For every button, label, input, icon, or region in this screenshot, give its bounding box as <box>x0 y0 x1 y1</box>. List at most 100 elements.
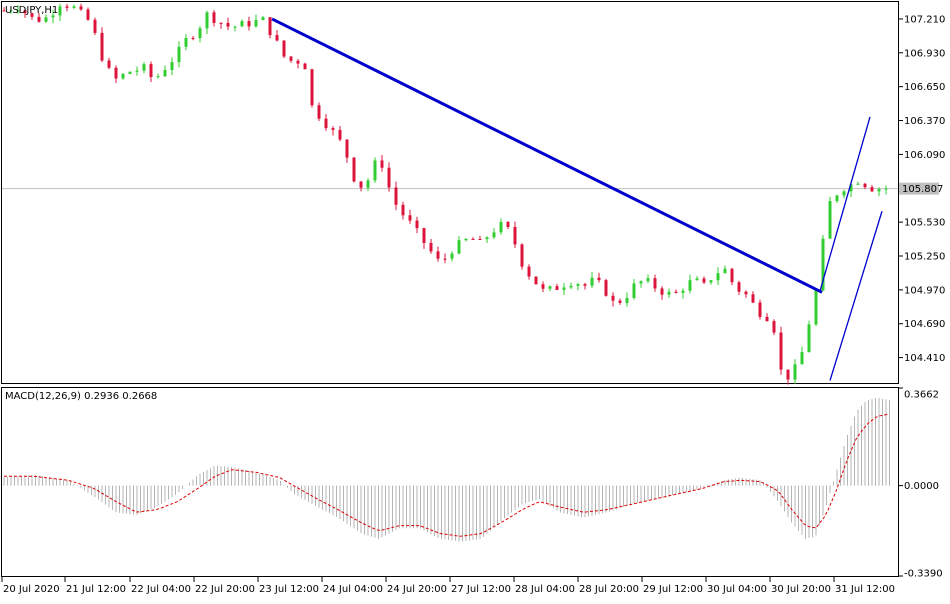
candle-body <box>828 201 832 239</box>
time-tick-label: 29 Jul 12:00 <box>643 584 703 595</box>
candle-body <box>443 258 447 260</box>
candle-body <box>436 251 440 259</box>
price-tick-label: 104.690 <box>904 319 945 330</box>
time-tick-label: 31 Jul 12:00 <box>835 584 895 595</box>
price-tick-label: 105.530 <box>904 218 945 229</box>
candle-body <box>877 189 881 192</box>
candle-body <box>695 278 699 281</box>
symbol-label: USDJPY,H1 <box>5 5 58 16</box>
candle-body <box>478 239 482 241</box>
candle-body <box>156 76 160 78</box>
price-tick-label: 105.250 <box>904 252 945 263</box>
candle-body <box>254 20 258 27</box>
candle-body <box>576 284 580 286</box>
time-tick-label: 27 Jul 12:00 <box>451 584 511 595</box>
current-price-box <box>899 182 939 195</box>
candle-body <box>296 60 300 64</box>
candle-body <box>93 19 97 33</box>
macd-pane[interactable] <box>1 387 899 577</box>
time-tick-label: 22 Jul 20:00 <box>195 584 255 595</box>
candle-body <box>149 64 153 78</box>
candle-body <box>842 191 846 196</box>
candle-body <box>380 160 384 168</box>
price-tick-label: 106.650 <box>904 82 945 93</box>
time-tick-label: 22 Jul 04:00 <box>131 584 191 595</box>
current-price-label: 105.807 <box>902 184 943 195</box>
time-tick-label: 20 Jul 2020 <box>3 584 60 595</box>
price-tick-label: 107.210 <box>904 14 945 25</box>
candle-body <box>800 352 804 365</box>
candle-body <box>30 13 34 17</box>
candle-body <box>44 17 48 22</box>
candle-body <box>324 118 328 129</box>
macd-tick-label: 0.0000 <box>904 481 939 492</box>
price-tick-label: 104.410 <box>904 353 945 364</box>
candle-body <box>492 232 496 238</box>
candle-body <box>884 188 888 190</box>
candle-body <box>37 16 41 22</box>
candle-body <box>583 284 587 286</box>
candle-body <box>289 56 293 61</box>
candle-body <box>51 15 55 18</box>
candle-body <box>422 228 426 243</box>
candle-body <box>184 37 188 47</box>
candle-body <box>373 160 377 181</box>
macd-tick-label: 0.3662 <box>904 390 939 401</box>
candle-body <box>23 10 27 14</box>
candle-body <box>170 62 174 70</box>
candle-body <box>58 6 62 16</box>
macd-histogram <box>3 398 890 542</box>
candle-body <box>429 242 433 252</box>
candle-body <box>618 300 622 303</box>
price-axis: 107.210 106.930 106.650 106.370 106.090 105.5… <box>899 14 945 364</box>
candle-body <box>142 64 146 71</box>
candle-body <box>107 60 111 68</box>
candle-body <box>2 10 6 12</box>
candle-body <box>415 220 419 229</box>
candle-body <box>338 129 342 140</box>
candle-body <box>114 67 118 79</box>
candle-body <box>359 181 363 188</box>
candle-body <box>9 10 13 12</box>
time-tick-label: 24 Jul 20:00 <box>387 584 447 595</box>
candle-body <box>555 286 559 290</box>
candle-body <box>870 187 874 192</box>
candle-body <box>394 187 398 205</box>
candle-body <box>191 37 195 39</box>
channel-upper-line[interactable] <box>819 116 871 292</box>
trendline[interactable] <box>271 17 823 294</box>
candle-body <box>317 105 321 119</box>
candle-body <box>240 21 244 27</box>
price-tick-label: 106.930 <box>904 48 945 59</box>
time-tick-label: 21 Jul 12:00 <box>66 584 126 595</box>
candle-body <box>604 280 608 296</box>
candle-body <box>177 46 181 63</box>
candle-body <box>65 6 69 8</box>
candle-body <box>408 215 412 221</box>
candle-body <box>352 157 356 182</box>
channel-lower-line[interactable] <box>829 211 883 381</box>
candle-body <box>345 139 349 158</box>
macd-signal-line <box>4 413 889 537</box>
price-pane[interactable] <box>1 1 899 384</box>
candle-body <box>660 288 664 295</box>
candle-body <box>520 244 524 267</box>
candle-body <box>548 286 552 289</box>
candle-body <box>562 287 566 290</box>
candle-body <box>506 222 510 228</box>
candle-body <box>681 290 685 293</box>
candle-body <box>121 73 125 79</box>
candle-body <box>569 285 573 288</box>
candle-body <box>674 291 678 293</box>
macd-label: MACD(12,26,9) 0.2936 0.2668 <box>5 391 157 402</box>
candle-body <box>646 278 650 282</box>
candle-body <box>219 22 223 24</box>
candle-body <box>758 302 762 317</box>
candle-body <box>856 183 860 185</box>
candle-body <box>401 204 405 216</box>
candle-body <box>639 281 643 284</box>
candle-body <box>814 290 818 325</box>
time-tick-label: 23 Jul 12:00 <box>259 584 319 595</box>
